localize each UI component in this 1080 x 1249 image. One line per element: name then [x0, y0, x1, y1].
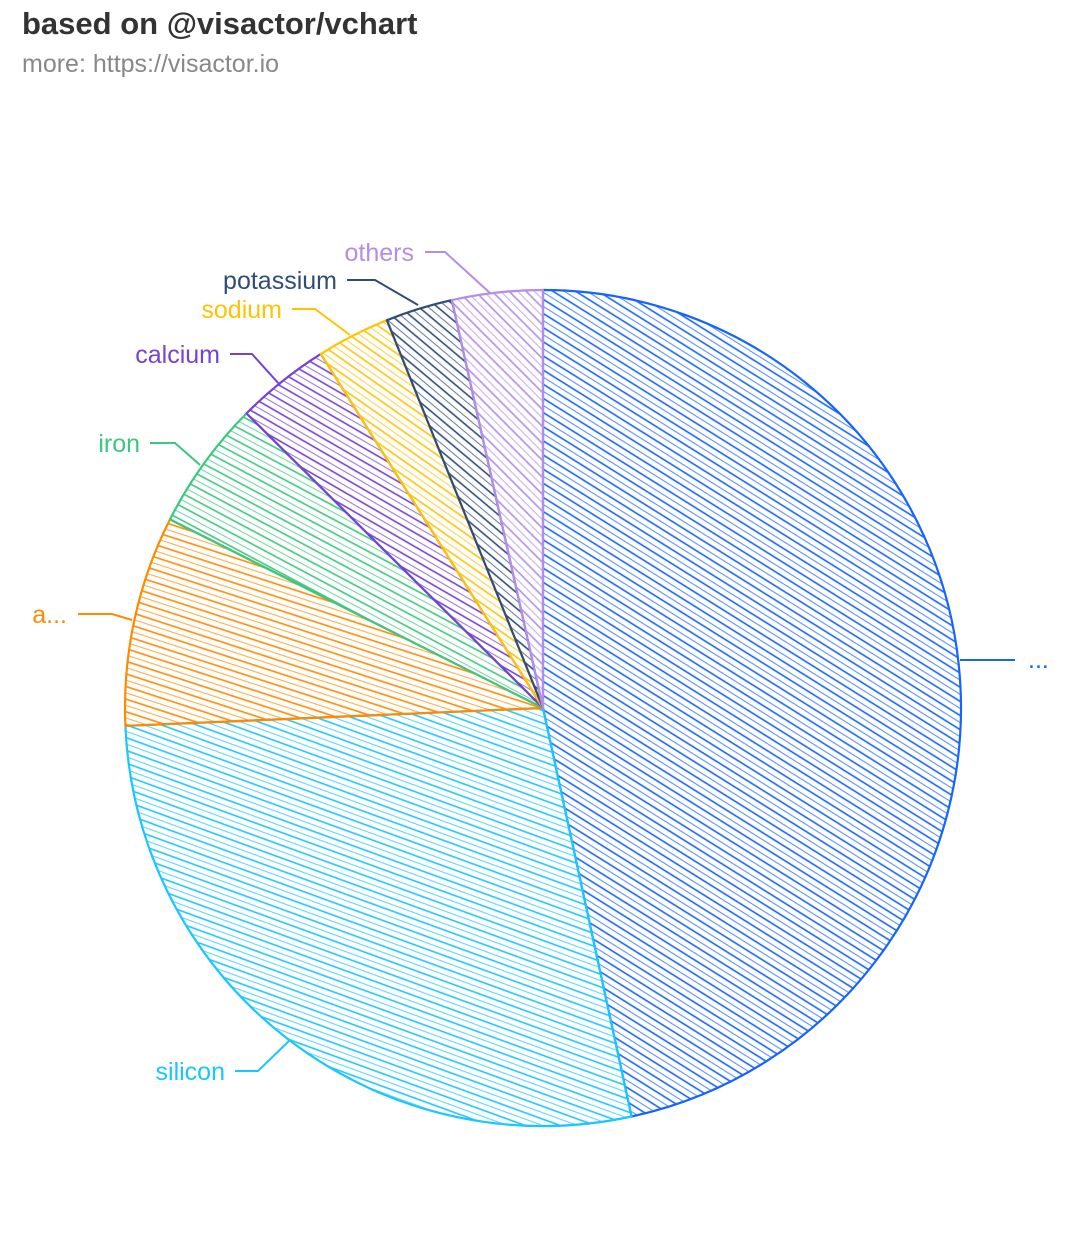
label-leader-line: [235, 1039, 291, 1072]
slice-label: potassium: [223, 267, 337, 295]
label-leader-line: [78, 613, 133, 621]
chart-title: based on @visactor/vchart: [22, 6, 418, 41]
pie-slice-2[interactable]: [123, 518, 545, 727]
pie-slice-0[interactable]: [541, 288, 963, 1118]
slice-label: a...: [32, 601, 67, 629]
slice-label: calcium: [135, 341, 220, 369]
label-leader-line: [150, 442, 201, 466]
label-leader-line: [347, 279, 419, 306]
pie-slice-1[interactable]: [124, 706, 633, 1128]
slice-label: ...: [1028, 646, 1049, 674]
pie-slice-7[interactable]: [450, 288, 545, 710]
chart-subtitle: more: https://visactor.io: [22, 50, 280, 78]
label-leader-line: [230, 353, 281, 386]
slice-label: others: [345, 239, 414, 267]
slice-label: sodium: [201, 296, 282, 324]
label-leader-line: [292, 308, 351, 336]
label-leader-line: [425, 251, 491, 294]
slice-label: iron: [98, 430, 140, 458]
slice-label: silicon: [156, 1058, 225, 1086]
